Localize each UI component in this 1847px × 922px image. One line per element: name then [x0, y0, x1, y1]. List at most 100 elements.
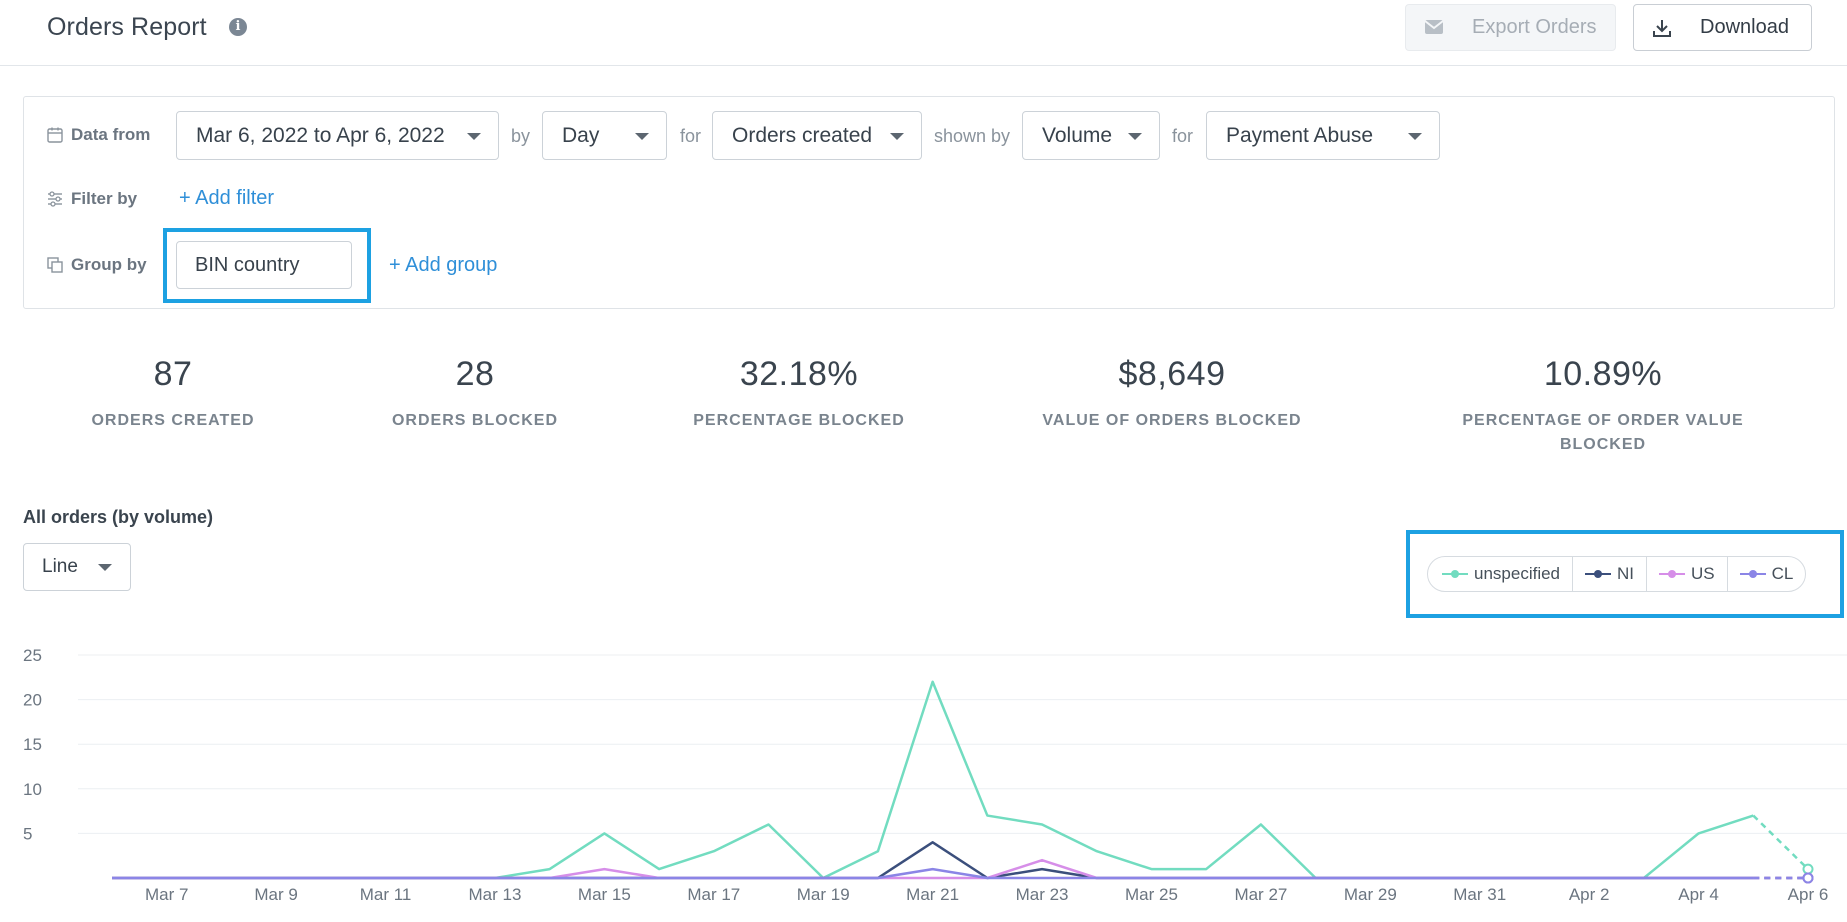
sliders-icon [47, 191, 63, 207]
series-dashed-segment [1752, 814, 1809, 870]
x-tick-label: Mar 29 [1344, 885, 1397, 904]
report-filter-panel [23, 96, 1835, 309]
x-tick-label: Apr 2 [1569, 885, 1610, 904]
legend-swatch-icon [1659, 569, 1686, 579]
shown-by-value: Volume [1042, 123, 1113, 147]
chevron-down-icon [467, 133, 481, 140]
x-tick-label: Mar 31 [1453, 885, 1506, 904]
abuse-type-select[interactable]: Payment Abuse [1206, 111, 1440, 160]
series-line-cl [112, 867, 1754, 880]
legend-label: unspecified [1474, 564, 1561, 583]
series-end-point [1802, 863, 1814, 875]
add-filter-link[interactable]: + Add filter [179, 187, 275, 209]
y-tick-label: 15 [23, 735, 42, 754]
stat-label: PERCENTAGE BLOCKED [693, 412, 905, 429]
legend-item-cl[interactable]: CL [1726, 557, 1806, 591]
chart-title: All orders (by volume) [23, 507, 214, 527]
chart-type-value: Line [42, 556, 78, 577]
for-connector: for [680, 126, 702, 146]
stat-orders-blocked: 28 ORDERS BLOCKED [375, 355, 575, 433]
group-by-label-group: Group by [47, 255, 147, 275]
by-connector: by [511, 126, 531, 146]
shown-by-connector: shown by [934, 126, 1011, 146]
x-tick-label: Mar 9 [254, 885, 297, 904]
page-header: Orders Report i Export Orders Download [0, 0, 1847, 66]
x-tick-label: Mar 27 [1234, 885, 1287, 904]
chevron-down-icon [890, 133, 904, 140]
legend-highlight [1406, 530, 1844, 618]
info-icon[interactable]: i [229, 18, 247, 36]
y-tick-label: 10 [23, 780, 42, 799]
export-orders-button[interactable]: Export Orders [1405, 4, 1616, 51]
download-button[interactable]: Download [1633, 4, 1812, 51]
group-by-highlight [163, 228, 371, 303]
legend-item-us[interactable]: US [1646, 557, 1727, 591]
legend-label: CL [1771, 564, 1794, 583]
x-tick-label: Apr 6 [1788, 885, 1829, 904]
date-range-select[interactable]: Mar 6, 2022 to Apr 6, 2022 [176, 111, 499, 160]
x-tick-label: Mar 17 [687, 885, 740, 904]
x-tick-label: Mar 7 [145, 885, 188, 904]
series-end-point [1802, 872, 1814, 884]
for-connector-2: for [1172, 126, 1194, 146]
chevron-down-icon [1128, 133, 1142, 140]
stat-value: 28 [455, 355, 495, 393]
chevron-down-icon [98, 564, 112, 571]
x-tick-label: Mar 13 [469, 885, 522, 904]
group-by-label: Group by [71, 255, 147, 274]
download-label: Download [1700, 16, 1789, 38]
date-range-value: Mar 6, 2022 to Apr 6, 2022 [196, 123, 445, 147]
legend-item-ni[interactable]: NI [1572, 557, 1646, 591]
legend-label: NI [1617, 564, 1635, 583]
add-group-link[interactable]: + Add group [389, 254, 498, 276]
abuse-type-value: Payment Abuse [1226, 123, 1374, 147]
x-tick-label: Mar 15 [578, 885, 631, 904]
stat-percentage-blocked: 32.18% PERCENTAGE BLOCKED [674, 355, 924, 433]
envelope-icon [1424, 18, 1446, 38]
metric-select[interactable]: Orders created [712, 111, 922, 160]
series-line-unspecified [112, 680, 1754, 880]
legend-item-unspecified[interactable]: unspecified [1428, 557, 1572, 591]
chevron-down-icon [635, 133, 649, 140]
stat-label: VALUE OF ORDERS BLOCKED [1042, 412, 1302, 429]
group-by-input[interactable]: BIN country [176, 241, 352, 289]
stat-label: PERCENTAGE OF ORDER VALUE BLOCKED [1462, 412, 1744, 453]
stat-percentage-value-blocked: 10.89% PERCENTAGE OF ORDER VALUE BLOCKED [1450, 355, 1756, 457]
data-from-label: Data from [71, 125, 151, 144]
x-tick-label: Mar 19 [797, 885, 850, 904]
group-icon [47, 257, 63, 273]
shown-by-select[interactable]: Volume [1022, 111, 1160, 160]
filter-by-label-group: Filter by [47, 189, 137, 209]
metric-value: Orders created [732, 123, 873, 147]
x-tick-label: Mar 21 [906, 885, 959, 904]
group-by-value: BIN country [195, 253, 300, 276]
interval-select[interactable]: Day [542, 111, 667, 160]
legend-swatch-icon [1739, 569, 1766, 579]
interval-value: Day [562, 123, 600, 147]
x-tick-label: Apr 4 [1678, 885, 1719, 904]
stat-value: $8,649 [1118, 355, 1226, 393]
y-tick-label: 5 [23, 824, 32, 843]
export-orders-label: Export Orders [1472, 16, 1597, 38]
legend-swatch-icon [1585, 569, 1612, 579]
download-icon [1652, 18, 1674, 38]
y-tick-label: 25 [23, 646, 42, 665]
chevron-down-icon [1408, 133, 1422, 140]
legend-label: US [1691, 564, 1715, 583]
x-tick-label: Mar 23 [1016, 885, 1069, 904]
x-tick-label: Mar 11 [360, 885, 412, 904]
stat-label: ORDERS BLOCKED [391, 412, 558, 429]
line-chart: 5 10 15 20 25 Mar 7 Mar 9 Mar 11 Mar 13 Mar 15 Mar… [23, 646, 1847, 904]
chart-type-select[interactable]: Line [23, 543, 131, 591]
x-tick-label: Mar 25 [1125, 885, 1178, 904]
legend-swatch-icon [1442, 569, 1468, 579]
series-line-ni [112, 841, 1754, 880]
calendar-icon [47, 127, 63, 143]
data-from-label-group: Data from [47, 125, 150, 145]
stat-value: 10.89% [1543, 355, 1663, 393]
stat-label: ORDERS CREATED [91, 412, 255, 429]
filter-by-label: Filter by [71, 189, 138, 208]
page-title: Orders Report [47, 13, 207, 41]
stat-value: 32.18% [739, 355, 859, 393]
chart-legend: unspecified NI US CL [1427, 556, 1807, 592]
